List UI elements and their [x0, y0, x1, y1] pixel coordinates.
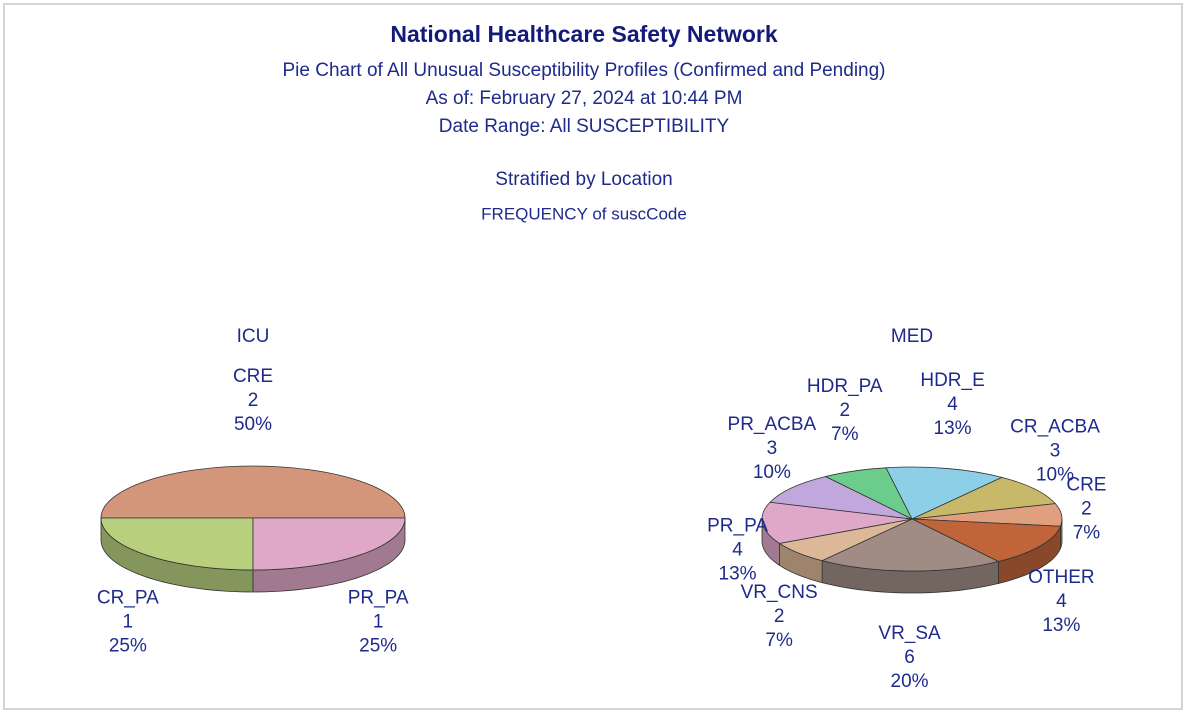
slice-count: 3	[767, 438, 778, 459]
slice-percent: 20%	[891, 671, 929, 692]
slice-percent: 7%	[765, 630, 793, 651]
slice-name: CR_PA	[97, 588, 159, 609]
as-of: As of: February 27, 2024 at 10:44 PM	[426, 88, 743, 109]
slice-percent: 25%	[359, 636, 397, 657]
pie-slice	[820, 518, 1000, 572]
pie-slice	[761, 501, 913, 544]
slice-count: 6	[904, 647, 915, 668]
slice-name: PR_PA	[707, 515, 768, 536]
slice-count: 2	[839, 400, 850, 421]
slice-name: OTHER	[1028, 567, 1095, 588]
frequency: FREQUENCY of suscCode	[481, 204, 687, 223]
date-range: Date Range: All SUSCEPTIBILITY	[439, 116, 730, 137]
slice-count: 2	[248, 390, 259, 411]
page-title: National Healthcare Safety Network	[390, 21, 778, 47]
slice-percent: 7%	[1073, 523, 1101, 544]
pie-slice	[252, 517, 406, 571]
slice-name: VR_SA	[878, 623, 941, 644]
slice-count: 1	[373, 612, 384, 633]
slice-percent: 13%	[719, 563, 757, 584]
slice-percent: 13%	[934, 418, 972, 439]
stratified: Stratified by Location	[495, 169, 672, 190]
slice-count: 1	[123, 612, 134, 633]
slice-percent: 7%	[831, 424, 859, 445]
slice-percent: 13%	[1042, 615, 1080, 636]
slice-count: 3	[1050, 441, 1061, 462]
slice-percent: 10%	[753, 462, 791, 483]
slice-count: 4	[732, 539, 743, 560]
slice-name: PR_PA	[348, 588, 409, 609]
slice-name: VR_CNS	[741, 582, 818, 603]
slice-name: HDR_E	[920, 370, 984, 391]
slice-name: CRE	[233, 366, 273, 387]
slice-count: 4	[1056, 591, 1067, 612]
subtitle: Pie Chart of All Unusual Susceptibility …	[282, 60, 885, 81]
pie-slice	[100, 465, 406, 519]
slice-count: 2	[1081, 499, 1092, 520]
slice-percent: 50%	[234, 414, 272, 435]
pie-slice	[911, 476, 1057, 520]
pie-slice	[100, 517, 254, 571]
pie-slice	[824, 467, 913, 520]
pie-title: MED	[891, 326, 933, 347]
slice-name: HDR_PA	[807, 376, 883, 397]
slice-count: 4	[947, 394, 958, 415]
pie-slice	[769, 476, 913, 520]
slice-count: 2	[774, 606, 785, 627]
frame	[3, 3, 1183, 710]
slice-percent: 25%	[109, 636, 147, 657]
slice-name: CR_ACBA	[1010, 417, 1100, 438]
slice-name: CRE	[1066, 475, 1106, 496]
slice-name: PR_ACBA	[728, 414, 817, 435]
slice-percent: 10%	[1036, 465, 1074, 486]
pie-title: ICU	[237, 326, 270, 347]
pie-slice	[885, 466, 1004, 520]
pie-slice	[911, 518, 1062, 562]
